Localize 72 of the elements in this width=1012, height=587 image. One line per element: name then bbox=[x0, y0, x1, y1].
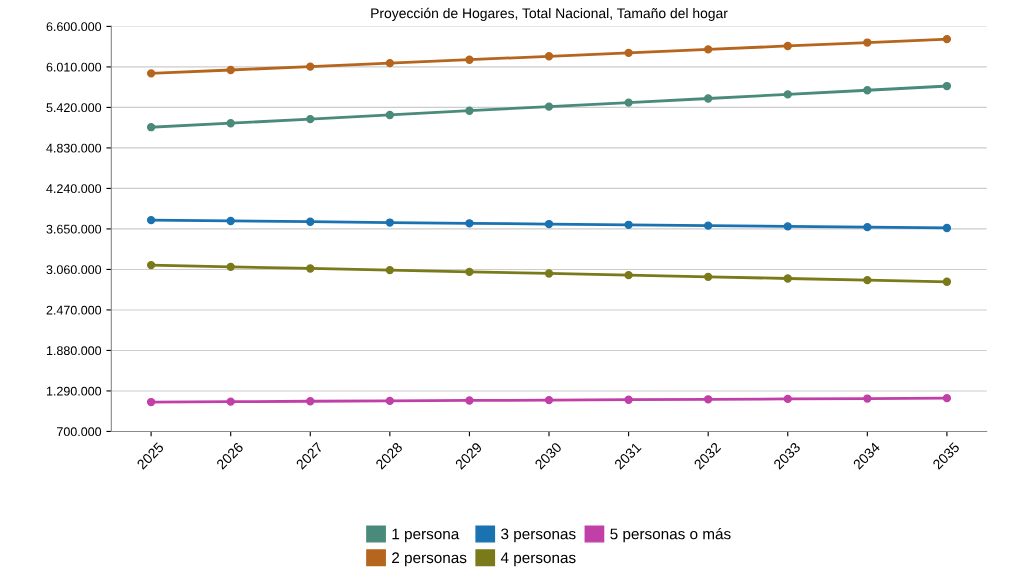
point bbox=[704, 94, 713, 103]
point bbox=[385, 110, 395, 120]
point bbox=[146, 397, 156, 407]
point bbox=[704, 45, 713, 54]
point bbox=[226, 397, 235, 406]
point bbox=[942, 81, 952, 91]
point bbox=[942, 223, 952, 233]
point bbox=[942, 277, 952, 286]
point bbox=[863, 394, 872, 403]
point bbox=[783, 222, 792, 231]
point bbox=[783, 394, 792, 404]
point bbox=[146, 123, 156, 132]
point bbox=[465, 55, 474, 64]
point bbox=[385, 218, 395, 227]
y-tick-label: 5.420.000 bbox=[46, 103, 102, 113]
point bbox=[863, 86, 872, 95]
y-tick-label: 1.290.000 bbox=[46, 386, 102, 396]
point bbox=[624, 98, 633, 107]
legend-label: 5 personas o más bbox=[610, 527, 731, 543]
legend-label: 4 personas bbox=[500, 552, 576, 567]
point bbox=[783, 41, 792, 51]
point bbox=[226, 216, 235, 226]
point bbox=[306, 114, 315, 124]
point bbox=[465, 106, 474, 115]
point bbox=[783, 90, 792, 99]
point bbox=[624, 220, 633, 229]
point bbox=[306, 264, 315, 273]
point bbox=[863, 38, 872, 47]
point bbox=[704, 221, 713, 230]
chart-title: Proyección de Hogares, Total Nacional, Tamaño del hogar bbox=[371, 7, 728, 21]
y-tick-label: 6.010.000 bbox=[46, 62, 102, 72]
point bbox=[385, 265, 395, 275]
legend-label: 1 persona bbox=[392, 528, 460, 543]
point bbox=[385, 58, 395, 68]
point bbox=[544, 219, 554, 229]
y-tick-label: 2.470.000 bbox=[46, 305, 102, 315]
y-tick-label: 3.060.000 bbox=[46, 265, 102, 275]
y-tick-label: 3.650.000 bbox=[46, 224, 102, 234]
y-tick-label: 700.000 bbox=[57, 427, 102, 437]
point bbox=[942, 393, 952, 403]
y-tick-label: 6.600.000 bbox=[46, 22, 102, 32]
point bbox=[465, 267, 474, 277]
y-tick-label: 4.830.000 bbox=[46, 143, 102, 153]
point bbox=[624, 395, 633, 404]
legend-label: 2 personas bbox=[392, 552, 467, 567]
point bbox=[624, 270, 633, 280]
point bbox=[544, 395, 554, 405]
point bbox=[306, 397, 315, 406]
point bbox=[385, 396, 395, 406]
point bbox=[863, 275, 872, 285]
point bbox=[942, 34, 952, 44]
point bbox=[306, 62, 315, 71]
point bbox=[226, 262, 235, 271]
legend-label: 3 personas bbox=[501, 528, 576, 543]
point bbox=[863, 222, 872, 232]
point bbox=[544, 52, 554, 61]
point bbox=[704, 395, 713, 404]
point bbox=[624, 48, 633, 58]
point bbox=[226, 119, 235, 128]
point bbox=[783, 274, 792, 283]
point bbox=[226, 65, 235, 75]
point bbox=[146, 260, 156, 270]
point bbox=[306, 217, 315, 226]
point bbox=[465, 396, 474, 405]
y-tick-label: 1.880.000 bbox=[46, 346, 102, 356]
y-tick-label: 4.240.000 bbox=[46, 184, 102, 194]
point bbox=[146, 69, 156, 78]
point bbox=[704, 272, 713, 282]
point bbox=[544, 269, 554, 278]
point bbox=[544, 102, 554, 111]
point bbox=[146, 215, 156, 225]
point bbox=[465, 219, 474, 228]
